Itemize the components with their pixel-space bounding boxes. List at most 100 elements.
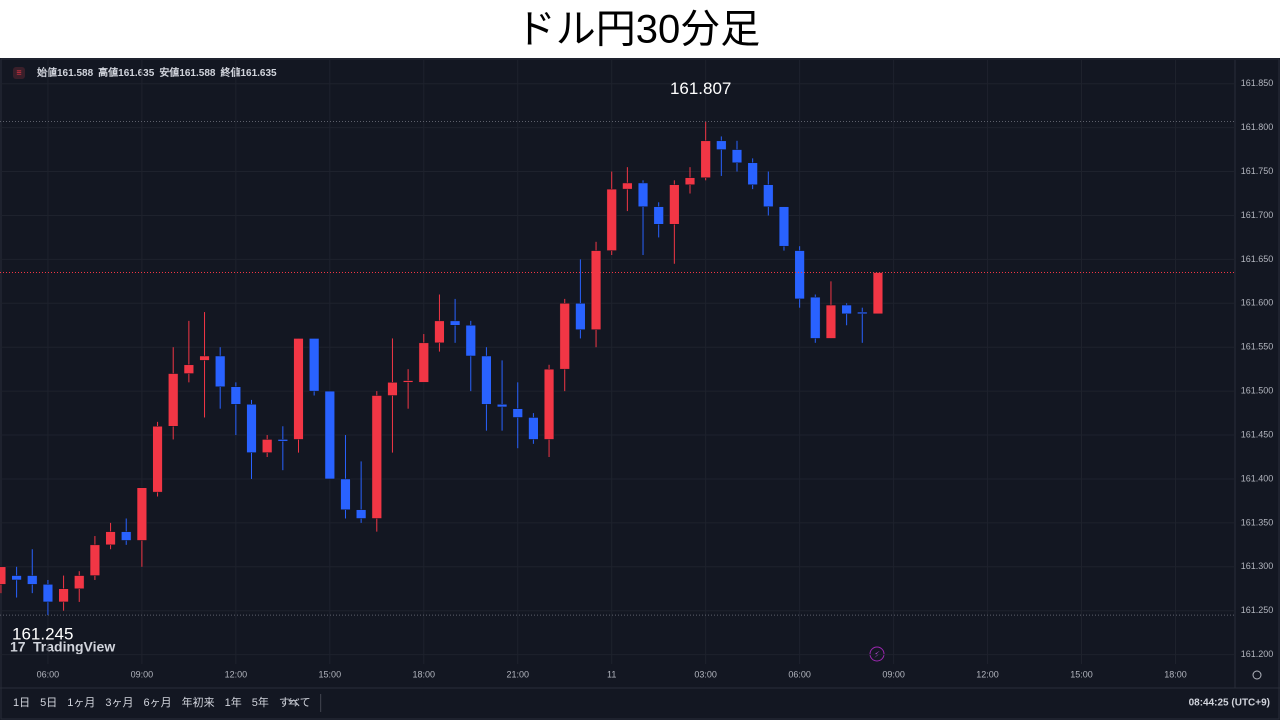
candle-body	[121, 531, 132, 541]
logo-mark: 17	[10, 639, 26, 655]
candle-body	[763, 184, 774, 207]
x-tick-label: 09:00	[131, 669, 154, 679]
x-tick-label: 18:00	[413, 669, 436, 679]
candle-body	[293, 338, 304, 440]
y-tick-label: 161.750	[1241, 166, 1274, 176]
candle-body	[575, 303, 586, 330]
x-tick-label: 18:00	[1164, 669, 1187, 679]
candle-body	[590, 250, 602, 330]
candle-body	[262, 439, 273, 453]
range-button[interactable]: 3ヶ月	[105, 697, 133, 709]
range-button[interactable]: 6ヶ月	[144, 697, 172, 709]
candle-body	[543, 368, 555, 440]
title: ドル円30分足	[516, 8, 761, 52]
candle-body	[136, 487, 147, 541]
x-tick-label: 06:00	[37, 669, 60, 679]
y-tick-label: 161.450	[1241, 429, 1274, 439]
logo-text: TradingView	[33, 639, 115, 655]
title-bg	[0, 0, 1280, 58]
range-button[interactable]: 年初来	[182, 695, 215, 709]
candle-body	[449, 320, 461, 326]
y-tick-label: 161.600	[1241, 298, 1274, 308]
candle-body	[653, 206, 664, 225]
ohlc-value: 161.635	[240, 68, 277, 79]
candle-body	[857, 311, 868, 315]
date-range-icon[interactable]: ⇆	[288, 695, 298, 709]
chart-border	[0, 58, 1280, 720]
y-tick-label: 161.800	[1241, 122, 1274, 132]
candle-body	[246, 404, 257, 453]
logo: 17 TradingView	[10, 639, 115, 655]
y-tick-label: 161.250	[1241, 605, 1274, 615]
y-tick-label: 161.700	[1241, 210, 1274, 220]
symbol-icon-glyph: ≡	[16, 67, 21, 77]
settings-icon[interactable]	[1252, 670, 1262, 680]
y-tick-label: 161.850	[1241, 78, 1274, 88]
candle-body	[74, 575, 85, 589]
x-tick-label: 09:00	[882, 669, 905, 679]
range-button[interactable]: 1年	[225, 695, 242, 709]
x-tick-label: 21:00	[506, 669, 529, 679]
range-button[interactable]: すべて	[279, 696, 311, 709]
x-tick-label: 03:00	[694, 669, 717, 679]
y-tick-label: 161.400	[1241, 473, 1274, 483]
candle-body	[825, 304, 837, 339]
candle-body	[27, 575, 38, 585]
candle-body	[841, 304, 852, 315]
x-tick-label: 12:00	[976, 669, 999, 679]
x-tick-label: 06:00	[788, 669, 811, 679]
candle-body	[684, 177, 696, 185]
candle-body	[669, 184, 680, 225]
candle-body	[89, 544, 101, 576]
candle-body	[309, 338, 320, 392]
y-tick-label: 161.500	[1241, 386, 1274, 396]
clock: 08:44:25 (UTC+9)	[1189, 698, 1270, 709]
candle-body	[622, 182, 633, 190]
candle-body	[496, 404, 508, 408]
candle-body	[481, 355, 492, 405]
candle-body	[387, 382, 398, 396]
high-annotation: 161.807	[670, 79, 731, 98]
candle-body	[872, 272, 884, 315]
candle-body	[371, 395, 382, 519]
y-tick-label: 161.350	[1241, 517, 1274, 527]
candle-body	[465, 325, 476, 357]
alert-icon[interactable]	[869, 646, 885, 662]
chart-bg	[0, 58, 1280, 720]
x-tick-label: 11	[607, 669, 616, 679]
range-button[interactable]: 5日	[40, 697, 57, 709]
y-tick-label: 161.300	[1241, 561, 1274, 571]
range-button[interactable]: 1日	[13, 697, 30, 709]
ohlc-label: 高値	[98, 66, 118, 79]
candle-body	[340, 478, 351, 510]
low-annotation: 161.245	[12, 625, 73, 644]
candle-body	[418, 342, 429, 383]
candle-body	[58, 588, 69, 603]
toolbar: 1日 5日 1ヶ月 3ヶ月 6ヶ月 年初来 1年 5年 すべて	[13, 694, 322, 712]
candle-body	[794, 250, 805, 300]
y-tick-label: 161.550	[1241, 342, 1274, 352]
candle-body	[324, 390, 335, 480]
candle-body	[637, 182, 649, 207]
candle-body	[606, 188, 617, 251]
ohlc-header: 始値161.588 高値161.635 安値161.588 終値161.635	[37, 66, 277, 79]
symbol-icon[interactable]	[13, 67, 25, 79]
ohlc-value: 161.588	[179, 68, 216, 79]
candle-body	[152, 426, 163, 493]
x-tick-label: 15:00	[319, 669, 342, 679]
candle-body	[528, 417, 539, 440]
candle-body	[810, 296, 821, 339]
candle-body	[356, 509, 367, 519]
y-tick-label: 161.650	[1241, 254, 1274, 264]
range-button[interactable]: 1ヶ月	[67, 697, 95, 709]
candle-body	[434, 320, 445, 344]
candle-body	[559, 303, 570, 370]
candle-body	[700, 140, 711, 178]
candle-body	[215, 355, 226, 387]
candle-body	[230, 386, 241, 405]
candle-body	[105, 531, 116, 546]
candle-body	[277, 439, 288, 442]
candle-body	[11, 575, 22, 581]
range-button[interactable]: 5年	[252, 695, 269, 709]
